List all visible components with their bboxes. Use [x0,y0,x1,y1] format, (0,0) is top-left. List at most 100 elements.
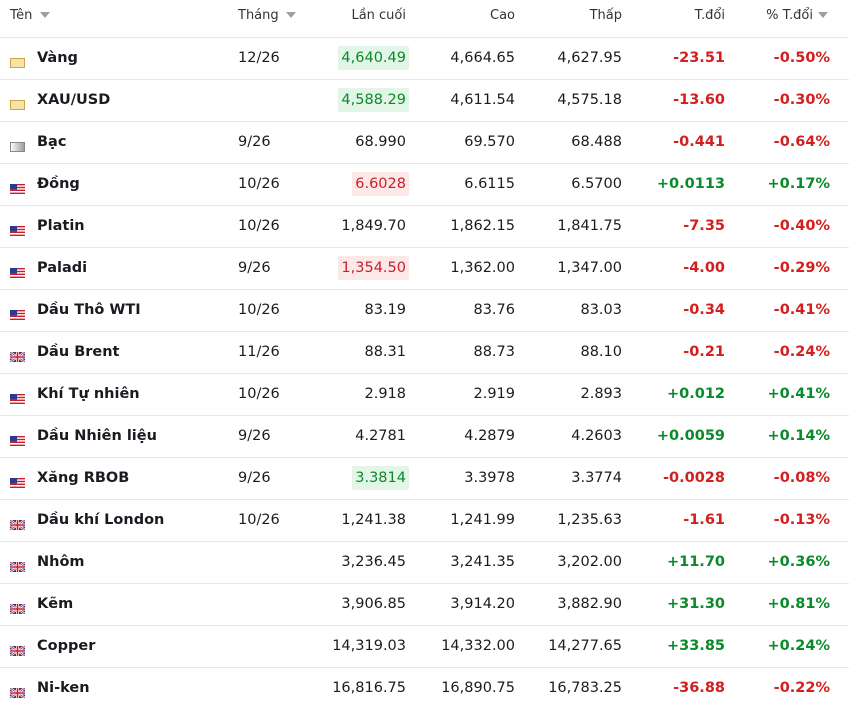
header-divider [0,37,849,38]
sort-arrow[interactable] [286,12,296,18]
instrument-name[interactable]: Dầu khí London [37,512,165,528]
change-pct: +0.36% [767,554,830,570]
row-divider [0,205,849,206]
high-price: 1,862.15 [450,218,515,234]
last-price: 6.6028 [352,172,409,196]
last-price: 68.990 [355,134,406,150]
header-low[interactable]: Thấp [589,8,622,23]
contract-month: 9/26 [238,428,271,444]
flag-icon [10,179,25,194]
flag-icon [10,95,25,110]
flag-icon [9,599,26,615]
low-price: 4,575.18 [557,92,622,108]
instrument-name[interactable]: Vàng [37,50,78,66]
contract-month: 10/26 [238,512,280,528]
last-price: 16,816.75 [332,680,406,696]
change: +33.85 [666,638,725,654]
instrument-name[interactable]: Ni-ken [37,680,90,696]
change-pct: +0.17% [767,176,830,192]
low-price: 2.893 [580,386,622,402]
instrument-name[interactable]: Dầu Nhiên liệu [37,428,157,444]
change-pct: -0.40% [773,218,830,234]
last-price: 83.19 [364,302,406,318]
instrument-name[interactable]: Dầu Brent [37,344,120,360]
instrument-name[interactable]: Dầu Thô WTI [37,302,141,318]
low-price: 14,277.65 [548,638,622,654]
row-divider [0,163,849,164]
high-price: 2.919 [473,386,515,402]
instrument-name[interactable]: Xăng RBOB [37,470,130,486]
flag-icon [10,389,25,404]
flag-icon [10,473,25,488]
row-divider [0,373,849,374]
header-last[interactable]: Lần cuối [351,8,406,23]
row-divider [0,121,849,122]
instrument-name[interactable]: Kẽm [37,596,74,612]
sort-arrow[interactable] [40,12,50,18]
row-divider [0,541,849,542]
last-price: 1,849.70 [341,218,406,234]
change-pct: -0.24% [773,344,830,360]
contract-month: 9/26 [238,470,271,486]
change-pct: -0.30% [773,92,830,108]
high-price: 6.6115 [464,176,515,192]
header-change-pct[interactable]: % T.đổi [766,8,813,23]
instrument-name[interactable]: Bạc [37,134,67,150]
last-price: 4,640.49 [338,46,409,70]
change: +11.70 [666,554,725,570]
instrument-name[interactable]: Khí Tự nhiên [37,386,140,402]
high-price: 4.2879 [464,428,515,444]
header-name[interactable]: Tên [10,8,33,23]
change-pct: -0.22% [773,680,830,696]
instrument-name[interactable]: Copper [37,638,96,654]
high-price: 4,611.54 [450,92,515,108]
header-change[interactable]: T.đổi [694,8,725,23]
change-pct: +0.81% [767,596,830,612]
instrument-name[interactable]: Đồng [37,176,80,192]
last-price: 3.3814 [352,466,409,490]
row-divider [0,667,849,668]
instrument-name[interactable]: Platin [37,218,85,234]
sort-arrow[interactable] [818,12,828,18]
row-divider [0,415,849,416]
low-price: 3,202.00 [557,554,622,570]
high-price: 3,241.35 [450,554,515,570]
contract-month: 10/26 [238,302,280,318]
high-price: 14,332.00 [441,638,515,654]
header-high[interactable]: Cao [490,8,515,23]
high-price: 3,914.20 [450,596,515,612]
change: -36.88 [673,680,725,696]
instrument-name[interactable]: Paladi [37,260,88,276]
low-price: 4,627.95 [557,50,622,66]
low-price: 1,235.63 [557,512,622,528]
last-price: 4.2781 [355,428,406,444]
change-pct: -0.08% [773,470,830,486]
flag-icon [9,641,26,657]
instrument-name[interactable]: Nhôm [37,554,85,570]
row-divider [0,499,849,500]
flag-icon [10,137,25,152]
high-price: 69.570 [464,134,515,150]
change: +0.012 [666,386,725,402]
instrument-name[interactable]: XAU/USD [37,92,111,108]
low-price: 3.3774 [571,470,622,486]
last-price: 3,236.45 [341,554,406,570]
row-divider [0,457,849,458]
flag-icon [10,53,25,68]
flag-icon [10,221,25,236]
flag-icon [9,347,26,363]
change: -7.35 [683,218,725,234]
last-price: 1,354.50 [338,256,409,280]
last-price: 3,906.85 [341,596,406,612]
last-price: 1,241.38 [341,512,406,528]
high-price: 1,241.99 [450,512,515,528]
change: -1.61 [683,512,725,528]
flag-icon [10,431,25,446]
contract-month: 9/26 [238,134,271,150]
low-price: 16,783.25 [548,680,622,696]
change-pct: -0.50% [773,50,830,66]
header-month[interactable]: Tháng [238,8,279,23]
flag-icon [9,683,26,699]
contract-month: 10/26 [238,218,280,234]
high-price: 3.3978 [464,470,515,486]
